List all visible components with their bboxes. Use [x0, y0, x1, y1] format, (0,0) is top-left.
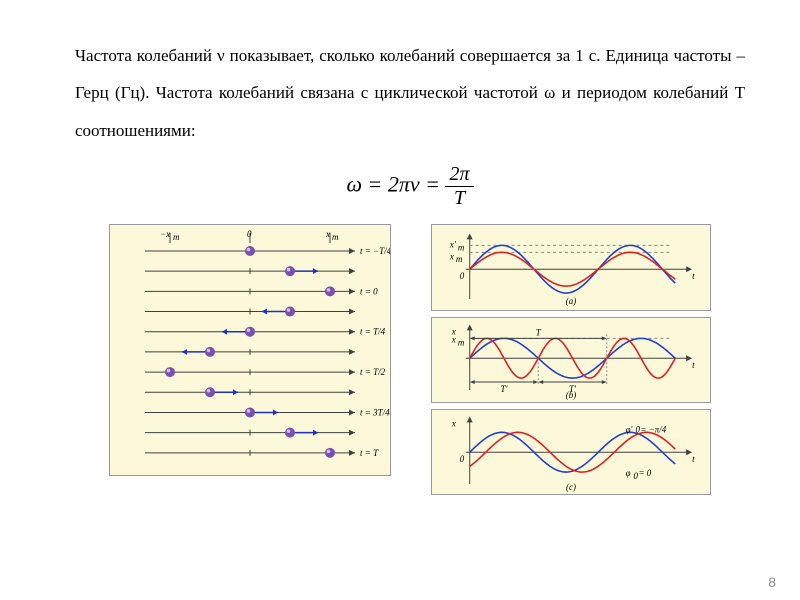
svg-text:t: t [692, 271, 695, 281]
svg-text:T': T' [501, 384, 509, 394]
svg-text:m: m [458, 243, 465, 253]
svg-text:(c): (c) [566, 482, 576, 492]
svg-text:= 0: = 0 [639, 468, 652, 478]
svg-text:t: t [692, 360, 695, 370]
svg-text:t = T: t = T [360, 448, 379, 458]
wave-panel-c: x0tφ'0 = −π/4φ0 = 0(c) [431, 409, 711, 495]
svg-text:m: m [173, 232, 180, 242]
wave-panel-b: TT'T'xxmt(b) [431, 317, 711, 403]
formula-den: T [445, 187, 473, 210]
figure-strobe: −xm0xmt = −T/4t = 0t = T/4t = T/2t = 3T/… [109, 224, 391, 476]
svg-text:(a): (a) [566, 296, 576, 306]
formula-lhs: ω = 2πν = [346, 172, 440, 197]
svg-text:0: 0 [247, 229, 252, 239]
svg-text:t = 3T/4: t = 3T/4 [360, 408, 390, 418]
svg-text:x: x [449, 251, 454, 261]
svg-text:m: m [458, 337, 465, 347]
paragraph: Частота колебаний ν показывает, сколько … [75, 37, 745, 149]
formula: ω = 2πν = 2π T [75, 163, 745, 210]
svg-text:= −π/4: = −π/4 [641, 424, 667, 434]
svg-text:T: T [536, 327, 542, 337]
svg-text:φ': φ' [626, 424, 634, 434]
svg-text:m: m [332, 232, 339, 242]
svg-text:t: t [692, 454, 695, 464]
svg-text:x': x' [449, 240, 457, 250]
svg-text:t = 0: t = 0 [360, 287, 378, 297]
svg-text:t = T/2: t = T/2 [360, 367, 386, 377]
wave-panel-a: x'mxm0t(a) [431, 224, 711, 310]
svg-text:x: x [325, 229, 330, 239]
svg-text:−x: −x [160, 229, 170, 239]
svg-text:0: 0 [460, 271, 465, 281]
svg-text:t = T/4: t = T/4 [360, 327, 386, 337]
svg-text:x: x [451, 334, 456, 344]
page-number: 8 [768, 574, 776, 590]
svg-text:x: x [451, 418, 456, 428]
svg-text:(b): (b) [566, 390, 576, 400]
svg-text:0: 0 [460, 454, 465, 464]
svg-text:m: m [456, 254, 463, 264]
svg-text:t = −T/4: t = −T/4 [360, 246, 390, 256]
svg-text:φ: φ [626, 468, 631, 478]
formula-fraction: 2π T [445, 163, 473, 210]
figure-waves: x'mxm0t(a) TT'T'xxmt(b) x0tφ'0 = −π/4φ0 … [431, 224, 711, 474]
formula-num: 2π [445, 163, 473, 187]
